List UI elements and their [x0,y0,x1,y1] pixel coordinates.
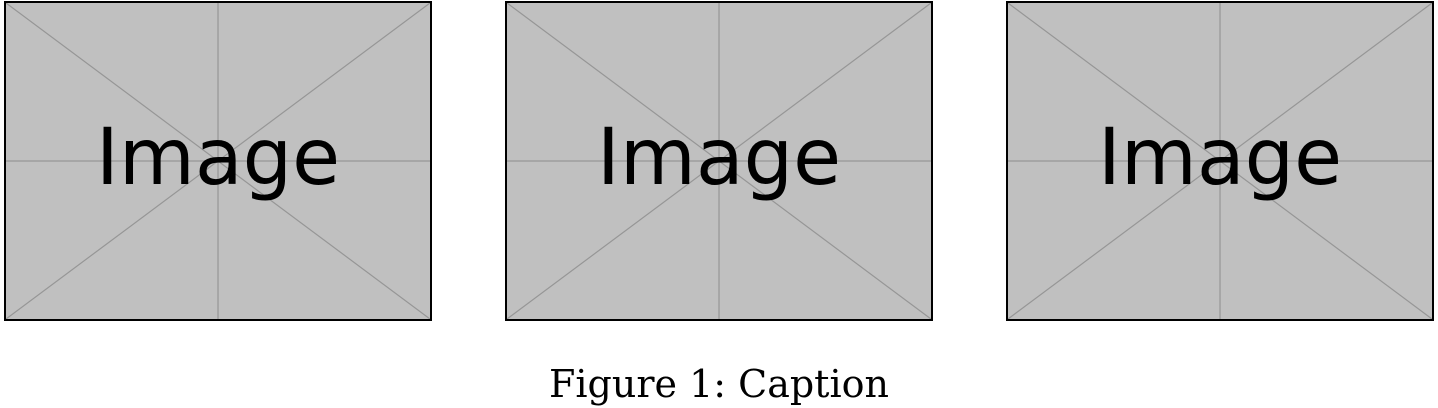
image-placeholder: Image [4,1,432,321]
image-placeholder: Image [505,1,933,321]
placeholder-crosshair-icon [507,3,931,319]
placeholder-crosshair-icon [6,3,430,319]
image-placeholder-label: Image [95,113,341,203]
figure-caption: Figure 1: Caption [549,362,889,406]
image-placeholder-label: Image [1097,113,1343,203]
image-placeholder: Image [1006,1,1434,321]
placeholder-crosshair-icon [1008,3,1432,319]
image-placeholder-label: Image [596,113,842,203]
